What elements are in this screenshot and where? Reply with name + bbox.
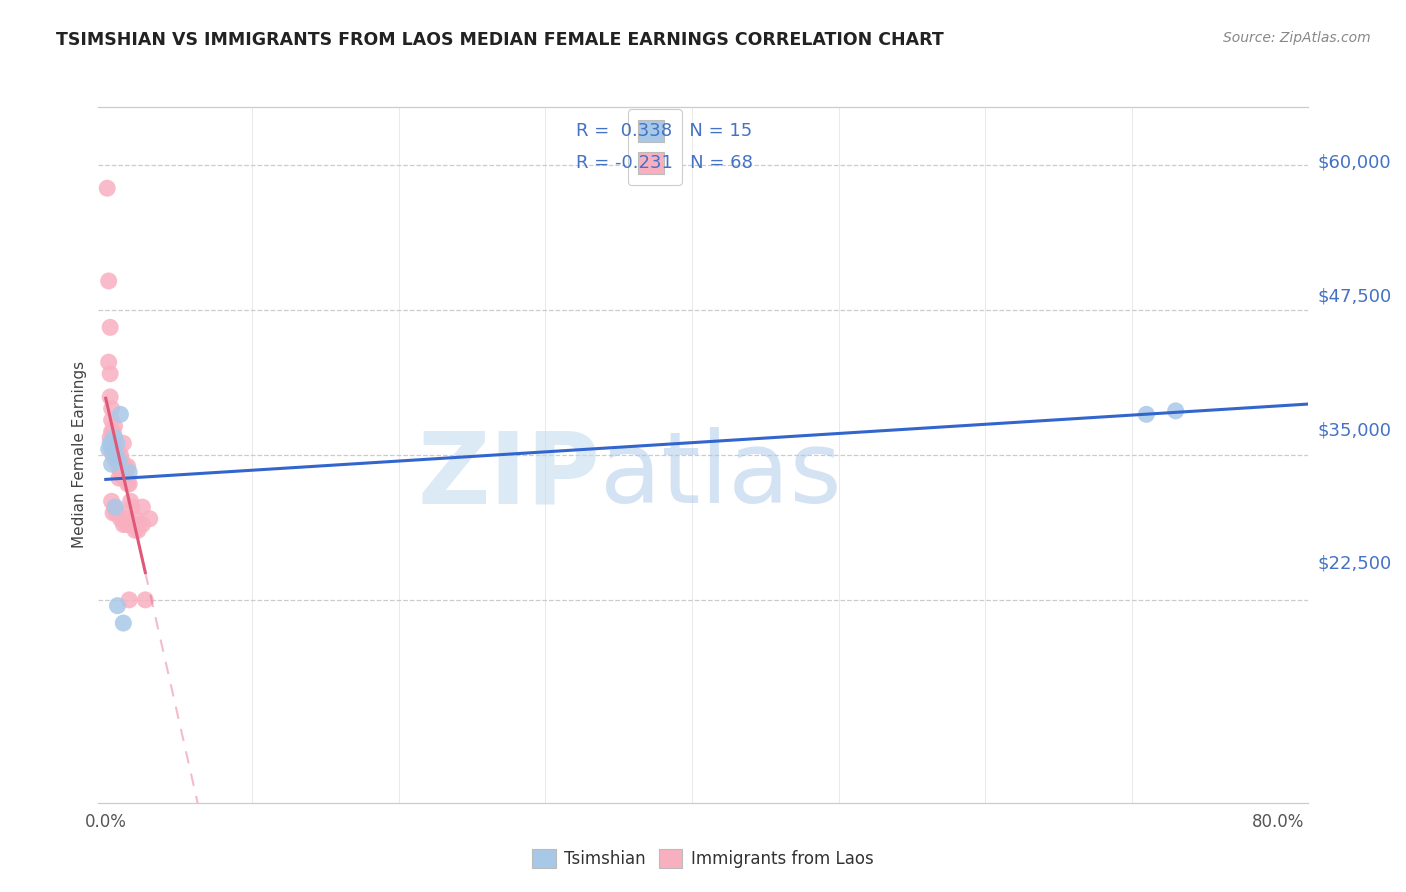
Point xyxy=(111,453,134,467)
Point xyxy=(103,430,125,444)
Point xyxy=(121,517,143,532)
Point xyxy=(118,476,141,491)
Y-axis label: Median Female Earnings: Median Female Earnings xyxy=(72,361,87,549)
Point xyxy=(98,367,121,381)
Point xyxy=(100,425,122,439)
Point xyxy=(101,448,124,462)
Point xyxy=(118,517,141,532)
Point xyxy=(110,453,132,467)
Point xyxy=(107,453,129,467)
Point xyxy=(118,466,141,480)
Point xyxy=(124,523,146,537)
Point xyxy=(103,500,125,514)
Point xyxy=(127,517,149,532)
Point xyxy=(117,459,139,474)
Point xyxy=(108,453,131,467)
Point xyxy=(100,457,122,471)
Point xyxy=(114,459,136,474)
Point xyxy=(110,511,132,525)
Point xyxy=(131,500,153,514)
Point xyxy=(107,506,129,520)
Text: TSIMSHIAN VS IMMIGRANTS FROM LAOS MEDIAN FEMALE EARNINGS CORRELATION CHART: TSIMSHIAN VS IMMIGRANTS FROM LAOS MEDIAN… xyxy=(56,31,943,49)
Point xyxy=(138,511,160,525)
Point xyxy=(107,453,129,467)
Point xyxy=(101,448,124,462)
Point xyxy=(103,442,125,456)
Point xyxy=(105,453,128,467)
Point xyxy=(100,442,122,456)
Point xyxy=(103,418,125,433)
Point xyxy=(100,413,122,427)
Point xyxy=(97,355,120,369)
Text: ZIP: ZIP xyxy=(418,427,600,524)
Point xyxy=(115,511,138,525)
Point xyxy=(134,592,156,607)
Point xyxy=(101,506,124,520)
Point xyxy=(100,401,122,416)
Point xyxy=(100,494,122,508)
Point xyxy=(108,459,131,474)
Point xyxy=(98,430,121,444)
Point xyxy=(101,436,124,450)
Point xyxy=(1164,404,1187,418)
Point xyxy=(97,442,120,456)
Point xyxy=(127,523,149,537)
Point xyxy=(107,442,129,456)
Point xyxy=(103,436,125,450)
Text: R = -0.231   N = 68: R = -0.231 N = 68 xyxy=(576,153,754,171)
Legend: Tsimshian, Immigrants from Laos: Tsimshian, Immigrants from Laos xyxy=(526,842,880,874)
Point xyxy=(105,506,128,520)
Point xyxy=(108,459,131,474)
Point xyxy=(108,471,131,485)
Point xyxy=(1135,407,1157,421)
Point xyxy=(98,436,121,450)
Point xyxy=(101,436,124,450)
Text: R =  0.338   N = 15: R = 0.338 N = 15 xyxy=(576,122,752,140)
Point xyxy=(115,517,138,532)
Point xyxy=(110,407,132,421)
Point xyxy=(104,500,127,514)
Point xyxy=(110,448,132,462)
Point xyxy=(108,448,131,462)
Point xyxy=(118,592,141,607)
Point xyxy=(112,459,135,474)
Point xyxy=(111,466,134,480)
Point xyxy=(112,471,135,485)
Point xyxy=(103,430,125,444)
Point xyxy=(101,442,124,456)
Point xyxy=(101,425,124,439)
Point xyxy=(97,274,120,288)
Point xyxy=(112,517,135,532)
Point xyxy=(96,181,118,195)
Point xyxy=(112,615,135,630)
Text: atlas: atlas xyxy=(600,427,842,524)
Point xyxy=(98,320,121,334)
Point xyxy=(121,500,143,514)
Point xyxy=(131,517,153,532)
Text: Source: ZipAtlas.com: Source: ZipAtlas.com xyxy=(1223,31,1371,45)
Point xyxy=(105,442,128,456)
Point xyxy=(120,494,142,508)
Point xyxy=(105,448,128,462)
Point xyxy=(114,459,136,474)
Point xyxy=(117,476,139,491)
Point xyxy=(105,436,128,450)
Point xyxy=(110,466,132,480)
Point xyxy=(124,511,146,525)
Point xyxy=(124,517,146,532)
Point xyxy=(112,436,135,450)
Point xyxy=(98,390,121,404)
Point xyxy=(105,436,128,450)
Point xyxy=(105,448,128,462)
Point xyxy=(107,599,129,613)
Point xyxy=(115,471,138,485)
